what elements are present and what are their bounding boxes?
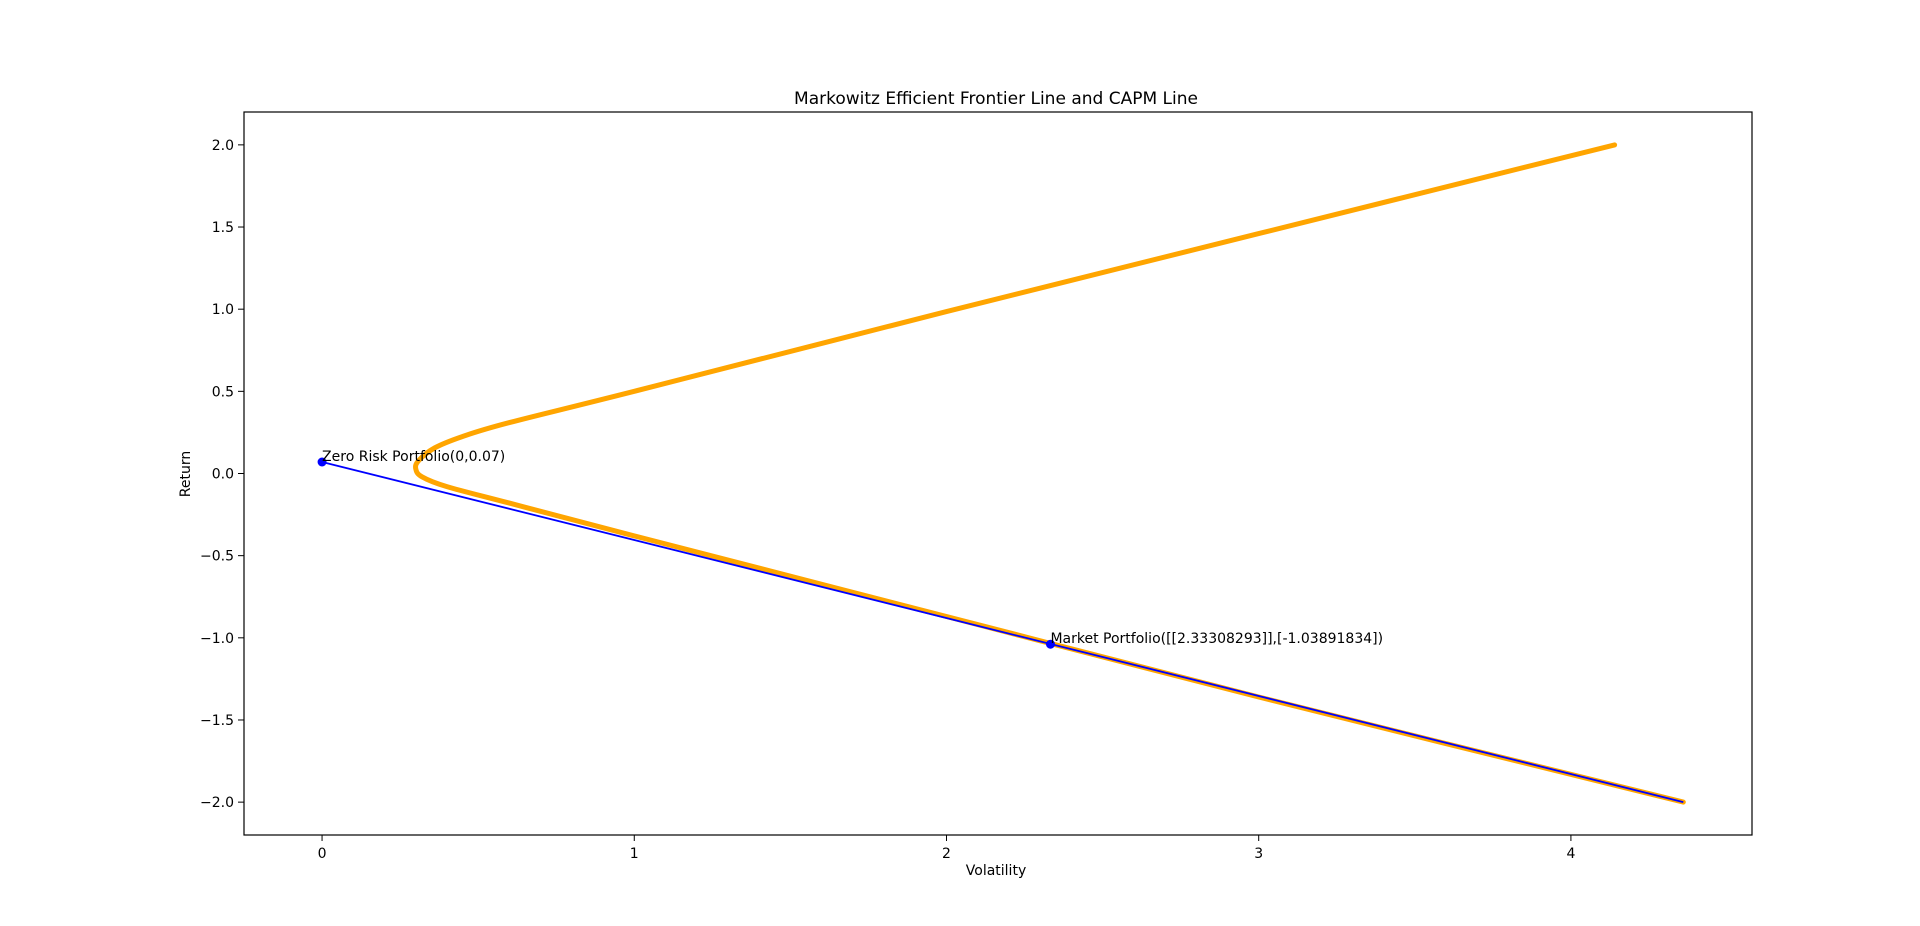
x-tick-label: 4 — [1566, 846, 1575, 862]
x-tick-label: 0 — [318, 846, 327, 862]
x-tick-label: 1 — [630, 846, 639, 862]
x-axis: 0 1 2 3 4 — [318, 835, 1575, 862]
y-tick-label: −0.5 — [200, 549, 234, 565]
plot-area: Zero Risk Portfolio(0,0.07) Market Portfo… — [317, 142, 1686, 805]
y-tick-label: 0.5 — [212, 384, 234, 400]
y-tick-label: 1.5 — [212, 220, 234, 236]
y-axis-label: Return — [178, 451, 194, 497]
market-portfolio-label: Market Portfolio([[2.33308293]],[-1.0389… — [1050, 631, 1383, 647]
zero-risk-portfolio-label: Zero Risk Portfolio(0,0.07) — [322, 449, 505, 465]
y-tick-label: 0.0 — [212, 467, 234, 483]
y-tick-label: −2.0 — [200, 795, 234, 811]
y-tick-label: 1.0 — [212, 302, 234, 318]
x-axis-label: Volatility — [966, 863, 1026, 879]
y-tick-label: −1.0 — [200, 631, 234, 647]
plot-frame — [243, 111, 1753, 836]
zero-risk-portfolio-marker — [317, 457, 327, 467]
x-tick-label: 3 — [1254, 846, 1263, 862]
y-tick-label: −1.5 — [200, 713, 234, 729]
y-axis: −2.0 −1.5 −1.0 −0.5 0.0 0.5 1.0 1.5 2.0 — [200, 138, 244, 811]
market-portfolio-marker — [1045, 639, 1055, 649]
efficient-frontier-line — [413, 142, 1686, 805]
x-tick-label: 2 — [942, 846, 951, 862]
chart-title: Markowitz Efficient Frontier Line and CA… — [794, 89, 1198, 109]
capm-line — [321, 461, 1684, 803]
y-tick-label: 2.0 — [212, 138, 234, 154]
